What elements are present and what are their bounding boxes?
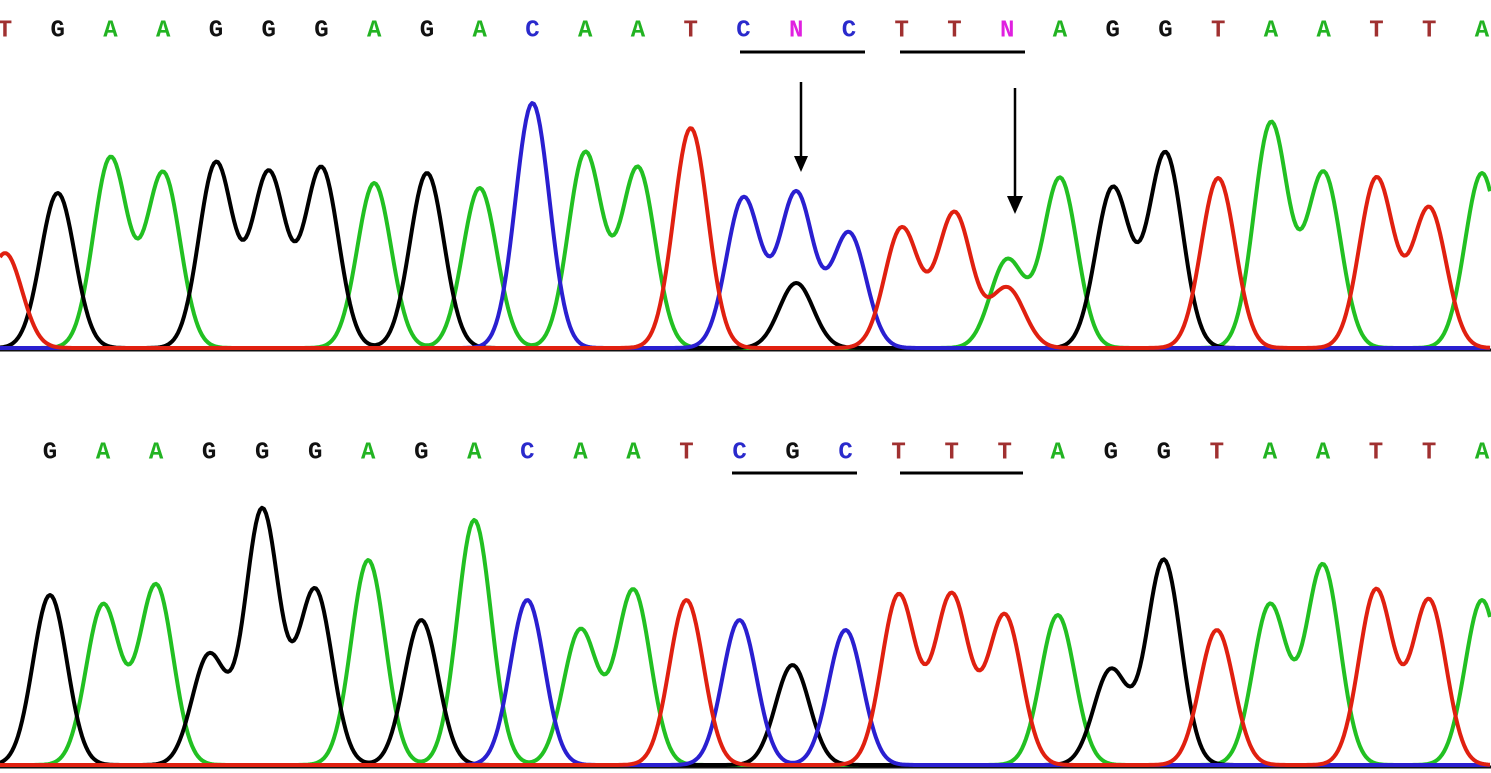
base-call: T: [944, 439, 958, 466]
base-call: G: [1106, 17, 1120, 44]
base-call: C: [520, 439, 534, 466]
base-call: T: [1369, 439, 1383, 466]
base-call: T: [1422, 17, 1436, 44]
base-call: A: [467, 439, 482, 466]
base-call: G: [255, 439, 269, 466]
base-call: A: [96, 439, 111, 466]
base-call: G: [202, 439, 216, 466]
base-call: G: [1157, 439, 1171, 466]
base-call: C: [842, 17, 856, 44]
base-call: C: [736, 17, 750, 44]
base-call: G: [1104, 439, 1118, 466]
base-call: T: [1210, 439, 1224, 466]
base-call: T: [1422, 439, 1436, 466]
base-call: N: [789, 17, 803, 44]
base-call: A: [626, 439, 641, 466]
base-call: T: [679, 439, 693, 466]
base-call: A: [103, 17, 118, 44]
base-call: C: [732, 439, 746, 466]
base-call: T: [1211, 17, 1225, 44]
base-call: G: [314, 17, 328, 44]
base-call: A: [1316, 439, 1331, 466]
base-call: C: [838, 439, 852, 466]
base-call: A: [1051, 439, 1066, 466]
trace: [0, 126, 1491, 350]
base-call: T: [998, 439, 1012, 466]
base-call: A: [1317, 17, 1332, 44]
base-call: G: [51, 17, 65, 44]
base-call: G: [262, 17, 276, 44]
base-call: A: [1263, 439, 1278, 466]
base-call: A: [1475, 439, 1490, 466]
base-call: A: [631, 17, 646, 44]
base-call: A: [1475, 17, 1490, 44]
base-call: G: [308, 439, 322, 466]
base-call: A: [578, 17, 593, 44]
base-call: G: [414, 439, 428, 466]
base-call: G: [785, 439, 799, 466]
base-call: A: [473, 17, 488, 44]
base-call: T: [891, 439, 905, 466]
base-call: A: [361, 439, 376, 466]
base-call: A: [149, 439, 164, 466]
base-call: T: [895, 17, 909, 44]
base-call: T: [947, 17, 961, 44]
base-call: G: [420, 17, 434, 44]
base-call: T: [0, 17, 12, 44]
trace: [0, 586, 1491, 767]
arrow: [1007, 88, 1023, 214]
base-call: G: [1158, 17, 1172, 44]
base-call: G: [43, 439, 57, 466]
base-call: T: [684, 17, 698, 44]
base-call: A: [573, 439, 588, 466]
base-call: A: [1053, 17, 1068, 44]
base-call: N: [1000, 17, 1014, 44]
base-call: T: [1369, 17, 1383, 44]
base-call: A: [1264, 17, 1279, 44]
base-call: G: [209, 17, 223, 44]
base-call: A: [367, 17, 382, 44]
base-call: C: [525, 17, 539, 44]
base-call: A: [156, 17, 171, 44]
arrow: [794, 82, 808, 172]
